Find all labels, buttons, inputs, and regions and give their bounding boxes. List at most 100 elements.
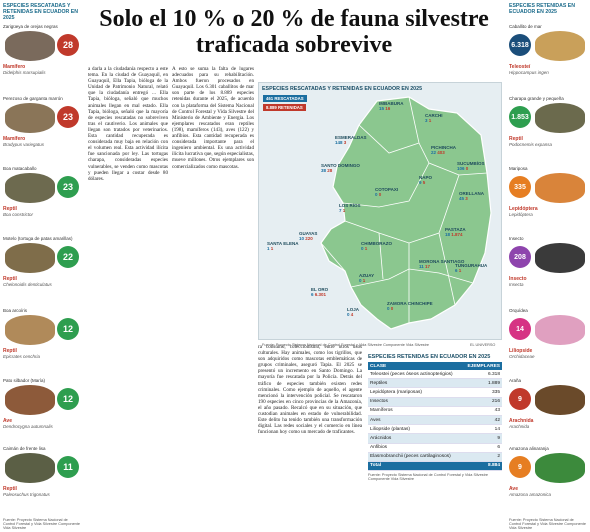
species-name: Mariposa [509,166,528,171]
species-category: Insecto [509,276,527,282]
species-photo [535,173,585,203]
ecuador-shape [320,96,492,330]
species-category: Arachnida [509,418,534,424]
species-category: Mamífero [3,64,26,70]
species-category: Reptil [3,486,17,492]
right-species-card: Orquídea 14 Liliopside Orchidaceae [509,308,587,376]
table-header-clase: CLASE [368,362,463,370]
left-species-card: Motelo (tortuga de patas amarillas) 22 Rep… [3,236,81,304]
province-label: LOJA 0 4 [347,307,360,317]
species-name: Orquídea [509,308,528,313]
province-label: ZAMORA CHINCHIPE 0 0 [387,301,433,311]
species-name: Motelo (tortuga de patas amarillas) [3,236,73,241]
province-label: IMBABURA 15 16 [379,101,404,111]
article-column-3: ra consumo, coleccionismo, entre otros u… [258,344,362,528]
right-species-card: Mariposa 335 Lepidóptera Lepidóptera [509,166,587,234]
table-row: Mamíferos 43 [368,406,502,416]
left-source: Fuente: Proyecto Sistema Nacional de Con… [3,518,80,530]
left-species-card: Boa matacaballo 23 Reptil Boa constrictor [3,166,81,234]
species-category: Reptil [3,276,17,282]
table-row: Reptiles 1.889 [368,378,502,389]
species-category: Reptil [3,348,17,354]
species-category: Liliopside [509,348,533,354]
table-row: Lepidóptera (mariposas) 335 [368,387,502,398]
province-label: TUNGURAHUA 6 1 [455,263,488,273]
species-scientific-name: Epicrates cenchria [3,354,41,359]
headline: Solo el 10 % o 20 % de fauna silvestre t… [99,6,489,58]
left-species-card: Perezoso de garganta marrón 23 Mamífero Bra… [3,96,81,164]
table-row: Arácnidos 9 [368,433,502,444]
right-species-card: Insecto 208 Insecto Insecta [509,236,587,304]
province-label: GUAYAS 10 220 [299,231,318,241]
species-category: Reptil [3,206,17,212]
species-scientific-name: Lepidóptera [509,212,533,217]
species-name: Boa arcoíris [3,308,28,313]
table-header-ejemplares: EJEMPLARES [462,362,502,370]
left-species-card: Zarigüeya de orejas negras 28 Mamífero Dide… [3,24,81,92]
species-count-badge: 23 [57,106,79,128]
species-count-badge: 23 [57,176,79,198]
species-photo [535,243,585,273]
ecuador-map [320,96,492,330]
left-species-card: Caimán de frente lisa 11 Reptil Paleosuchus… [3,446,81,514]
ecuador-map-panel: ESPECIES RESCATADAS Y RETENIDAS EN ECUAD… [258,82,502,340]
left-species-card: Pato silbador (María) 12 Ave Dendrocygna au… [3,378,81,446]
species-scientific-name: Amazona amazonica [509,492,552,497]
species-scientific-name: Hippocampus ingen [509,70,549,75]
province-label: PASTAZA 18 1.874 [445,227,466,237]
species-category: Reptil [509,136,523,142]
species-category: Lepidóptera [509,206,538,212]
province-label: CARCHI 3 1 [425,113,443,123]
province-label: LOS RÍOS 7 1 [339,203,361,213]
province-label: SANTA ELENA 1 1 [267,241,299,251]
table-title: ESPECIES RETENIDAS EN ECUADOR EN 2025 [368,354,491,360]
province-label: SUCUMBÍOS 106 0 [457,161,485,171]
province-label: ESMERALDAS 148 3 [335,135,367,145]
province-label: NAPO 9 5 [419,175,433,185]
table-row: Anfibios 6 [368,443,502,453]
right-species-card: Amazona alinaranja 9 Ave Amazona amazonica [509,446,587,514]
right-species-card: Araña 9 Arachnida Arachnida [509,378,587,446]
table-row: Elasmobranchii (peces cartilaginosos) 2 [368,452,502,462]
species-count-badge: 1.853 [509,106,531,128]
species-count-badge: 9 [509,456,531,478]
species-scientific-name: Podocnemis expansa [509,142,553,147]
species-scientific-name: Bradypus variegatus [3,142,45,147]
species-name: Insecto [509,236,524,241]
species-count-badge: 12 [57,388,79,410]
species-photo [5,385,55,415]
species-count-badge: 22 [57,246,79,268]
species-photo [5,243,55,273]
table-row: Liliopside (plantas) 14 [368,424,502,435]
map-title: ESPECIES RESCATADAS Y RETENIDAS EN ECUAD… [262,86,423,92]
species-category: Ave [3,418,12,424]
province-label: MORONA SANTIAGO 11 17 [419,259,465,269]
species-count-badge: 28 [57,34,79,56]
article-column-1: a darla a la ciudadanía respecto a este … [88,66,168,182]
left-sidebar-title: ESPECIES RESCATADAS Y RETENIDAS EN ECUAD… [3,3,78,21]
species-photo [535,315,585,345]
species-count-badge: 335 [509,176,531,198]
species-category: Mamífero [3,136,26,142]
province-label: CHIMBORAZO 0 1 [361,241,392,251]
species-photo [535,31,585,61]
species-photo [5,31,55,61]
map-credit: EL UNIVERSO [470,343,496,347]
article-column-2: A esto se suma la falta de lugares adecu… [172,66,254,170]
species-photo [5,315,55,345]
province-label: SANTO DOMINGO 38 28 [321,163,360,173]
species-scientific-name: Orchidaceae [509,354,535,359]
table-row: Insectos 216 [368,397,502,407]
article-column-3-text: ra consumo, coleccionismo, entre otros u… [258,344,362,436]
species-name: Charapa grande y pequeña [509,96,564,101]
table-row: Aves 42 [368,415,502,426]
province-label: COTOPAXI 0 0 [375,187,399,197]
species-scientific-name: Dendrocygna autumnalis [3,424,53,429]
species-name: Caballito de mar [509,24,542,29]
species-photo [5,103,55,133]
right-sidebar-title: ESPECIES RETENIDAS EN ECUADOR EN 2025 [509,3,576,15]
species-count-badge: 11 [57,456,79,478]
legend-retained: 8.889 RETENIDAS [263,104,306,111]
species-photo [535,453,585,483]
table-source: Fuente: Proyecto Sistema Nacional de Con… [368,473,489,482]
